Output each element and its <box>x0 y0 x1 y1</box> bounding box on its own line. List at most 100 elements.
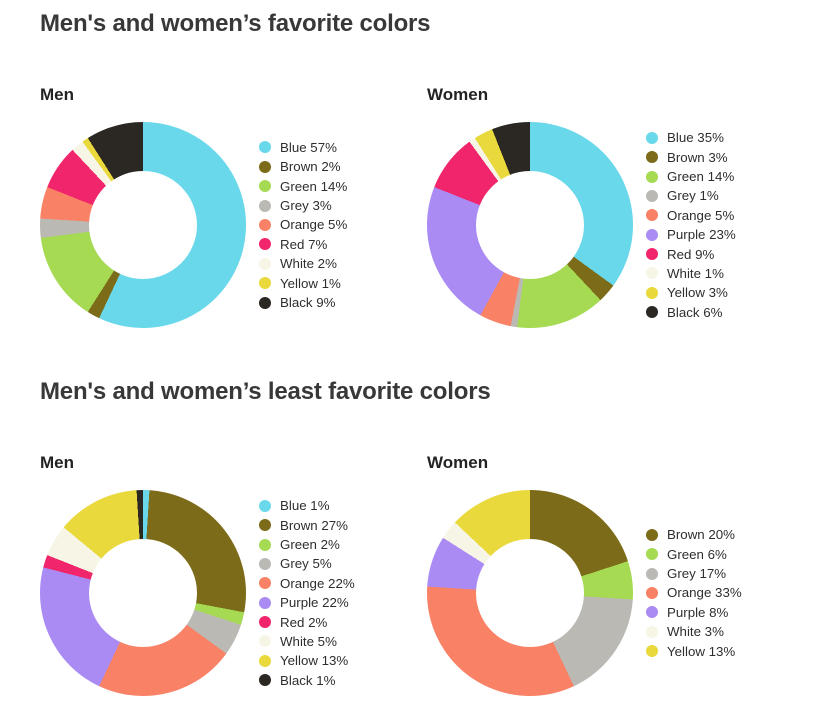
legend-women-least-favorite: Brown 20% Green 6% Grey 17% Orange 33% Purpl… <box>646 525 742 661</box>
legend-item: Purple 22% <box>259 593 355 612</box>
legend-item: White 1% <box>646 264 736 283</box>
legend-label: Black 1% <box>280 672 336 688</box>
legend-item: Purple 8% <box>646 603 742 622</box>
legend-label: White 1% <box>667 265 724 281</box>
legend-swatch-purple <box>259 596 271 609</box>
legend-swatch-red <box>259 238 271 251</box>
legend-item: Green 6% <box>646 545 742 564</box>
legend-label: White 5% <box>280 633 337 649</box>
legend-swatch-yellow <box>646 286 658 299</box>
legend-label: Brown 27% <box>280 517 348 533</box>
chart-group-men-favorite: Men Blue 57% Brown 2% Green 14% Grey 3% Oran… <box>40 38 427 328</box>
legend-item: Red 9% <box>646 244 736 263</box>
legend-swatch-red <box>259 616 271 629</box>
legend-item: Yellow 1% <box>259 273 347 292</box>
legend-swatch-yellow <box>259 277 271 290</box>
chart-body: Blue 35% Brown 3% Green 14% Grey 1% Orange 5… <box>427 122 736 328</box>
legend-label: Red 2% <box>280 614 328 630</box>
legend-swatch-grey <box>259 557 271 570</box>
legend-item: Blue 1% <box>259 496 355 515</box>
legend-label: Green 6% <box>667 546 727 562</box>
legend-swatch-white <box>646 625 658 638</box>
legend-swatch-red <box>646 248 658 261</box>
legend-swatch-white <box>646 267 658 280</box>
legend-swatch-grey <box>259 199 271 212</box>
legend-label: Purple 22% <box>280 595 349 611</box>
legend-item: Brown 27% <box>259 515 355 534</box>
legend-women-favorite: Blue 35% Brown 3% Green 14% Grey 1% Orange 5… <box>646 128 736 322</box>
donut-hole <box>89 539 197 647</box>
legend-swatch-orange <box>259 218 271 231</box>
legend-label: Green 2% <box>280 537 340 553</box>
legend-item: Black 6% <box>646 303 736 322</box>
legend-item: Black 1% <box>259 671 355 690</box>
legend-label: Blue 1% <box>280 498 330 514</box>
legend-item: Grey 17% <box>646 564 742 583</box>
legend-item: Blue 57% <box>259 138 347 157</box>
legend-label: White 2% <box>280 256 337 272</box>
legend-item: Brown 2% <box>259 157 347 176</box>
chart-body: Blue 1% Brown 27% Green 2% Grey 5% Orange 22… <box>40 490 427 696</box>
legend-item: Green 14% <box>646 167 736 186</box>
legend-men-least-favorite: Blue 1% Brown 27% Green 2% Grey 5% Orange 22… <box>259 496 355 690</box>
legend-swatch-green <box>259 180 271 193</box>
chart-subtitle-men: Men <box>40 453 74 472</box>
legend-swatch-blue <box>259 141 271 154</box>
legend-swatch-grey <box>646 189 658 202</box>
legend-label: Blue 35% <box>667 130 724 146</box>
legend-label: Black 6% <box>667 304 723 320</box>
chart-group-women-least-favorite: Women Brown 20% Green 6% Grey 17% Orange 33… <box>427 406 742 696</box>
donut-hole <box>89 171 197 279</box>
legend-item: White 2% <box>259 254 347 273</box>
legend-item: Brown 20% <box>646 525 742 544</box>
legend-item: Red 7% <box>259 235 347 254</box>
legend-item: Brown 3% <box>646 147 736 166</box>
legend-label: Yellow 13% <box>667 643 736 659</box>
legend-label: Grey 3% <box>280 198 332 214</box>
chart-group-men-least-favorite: Men Blue 1% Brown 27% Green 2% Grey 5% Orang… <box>40 406 427 696</box>
legend-item: Black 9% <box>259 293 347 312</box>
donut-chart-women-favorite <box>427 122 633 328</box>
legend-item: White 3% <box>646 622 742 641</box>
legend-item: Yellow 13% <box>259 651 355 670</box>
legend-label: Brown 2% <box>280 159 341 175</box>
legend-swatch-purple <box>646 606 658 619</box>
legend-label: Grey 17% <box>667 566 727 582</box>
legend-item: White 5% <box>259 632 355 651</box>
legend-swatch-green <box>646 548 658 561</box>
legend-label: Brown 3% <box>667 149 728 165</box>
chart-group-women-favorite: Women Blue 35% Brown 3% Green 14% Grey 1% Or… <box>427 38 736 328</box>
chart-body: Brown 20% Green 6% Grey 17% Orange 33% Purpl… <box>427 490 742 696</box>
legend-swatch-purple <box>646 228 658 241</box>
donut-hole <box>476 171 584 279</box>
legend-item: Yellow 13% <box>646 641 742 660</box>
legend-swatch-grey <box>646 567 658 580</box>
legend-label: Blue 57% <box>280 139 337 155</box>
legend-swatch-brown <box>646 528 658 541</box>
legend-item: Grey 5% <box>259 554 355 573</box>
chart-subtitle-men: Men <box>40 85 74 104</box>
chart-subtitle-women: Women <box>427 85 489 104</box>
section-least-favorite-colors: Men's and women’s least favorite colors … <box>40 378 816 696</box>
legend-label: Red 9% <box>667 246 715 262</box>
legend-label: Purple 8% <box>667 604 729 620</box>
legend-item: Orange 33% <box>646 583 742 602</box>
legend-swatch-orange <box>646 209 658 222</box>
legend-swatch-green <box>259 538 271 551</box>
legend-swatch-orange <box>259 577 271 590</box>
legend-item: Purple 23% <box>646 225 736 244</box>
legend-label: Green 14% <box>667 169 735 185</box>
legend-swatch-yellow <box>646 645 658 658</box>
legend-label: Black 9% <box>280 295 336 311</box>
legend-swatch-blue <box>259 499 271 512</box>
legend-swatch-orange <box>646 586 658 599</box>
section-favorite-colors: Men's and women’s favorite colors Men Bl… <box>40 10 816 328</box>
legend-label: Yellow 13% <box>280 653 349 669</box>
legend-label: Red 7% <box>280 236 328 252</box>
page: Men's and women’s favorite colors Men Bl… <box>40 10 816 696</box>
legend-item: Grey 1% <box>646 186 736 205</box>
legend-item: Blue 35% <box>646 128 736 147</box>
chart-body: Blue 57% Brown 2% Green 14% Grey 3% Orange 5… <box>40 122 427 328</box>
chart-subtitle-women: Women <box>427 453 489 472</box>
legend-item: Yellow 3% <box>646 283 736 302</box>
